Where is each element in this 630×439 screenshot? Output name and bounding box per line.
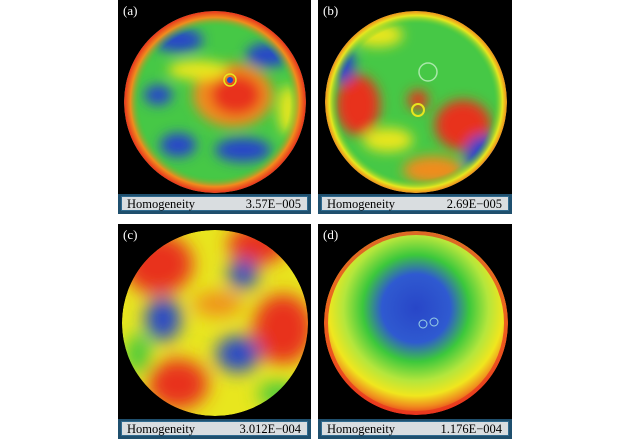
interferogram-d (324, 231, 508, 415)
homogeneity-bar: Homogeneity 3.57E−005 (118, 194, 311, 214)
homogeneity-label: Homogeneity (327, 197, 396, 211)
panel-d: (d) Homogeneity 1.176E−004 (318, 224, 512, 439)
homogeneity-bar: Homogeneity 3.012E−004 (118, 419, 311, 439)
panel-label: (b) (323, 3, 339, 18)
homogeneity-value: 1.176E−004 (440, 422, 502, 436)
interferogram-b (325, 11, 507, 193)
homogeneity-label: Homogeneity (127, 197, 196, 211)
panel-a: (a) Homogeneity 3.57E−005 (118, 0, 311, 214)
interferogram-a (124, 11, 306, 193)
panel-c: (c) Homogeneity 3.012E−004 (118, 224, 311, 439)
homogeneity-bar: Homogeneity 1.176E−004 (318, 419, 512, 439)
homogeneity-label: Homogeneity (327, 422, 396, 436)
homogeneity-value: 3.012E−004 (239, 422, 301, 436)
panel-label: (d) (323, 227, 339, 242)
interferogram-c (122, 230, 308, 416)
panel-label: (c) (123, 227, 138, 242)
homogeneity-value: 2.69E−005 (446, 197, 502, 211)
panel-b: (b) Homogeneity 2.69E−005 (318, 0, 512, 214)
homogeneity-label: Homogeneity (127, 422, 196, 436)
homogeneity-value: 3.57E−005 (245, 197, 301, 211)
homogeneity-bar: Homogeneity 2.69E−005 (318, 194, 512, 214)
panel-label: (a) (123, 3, 138, 18)
